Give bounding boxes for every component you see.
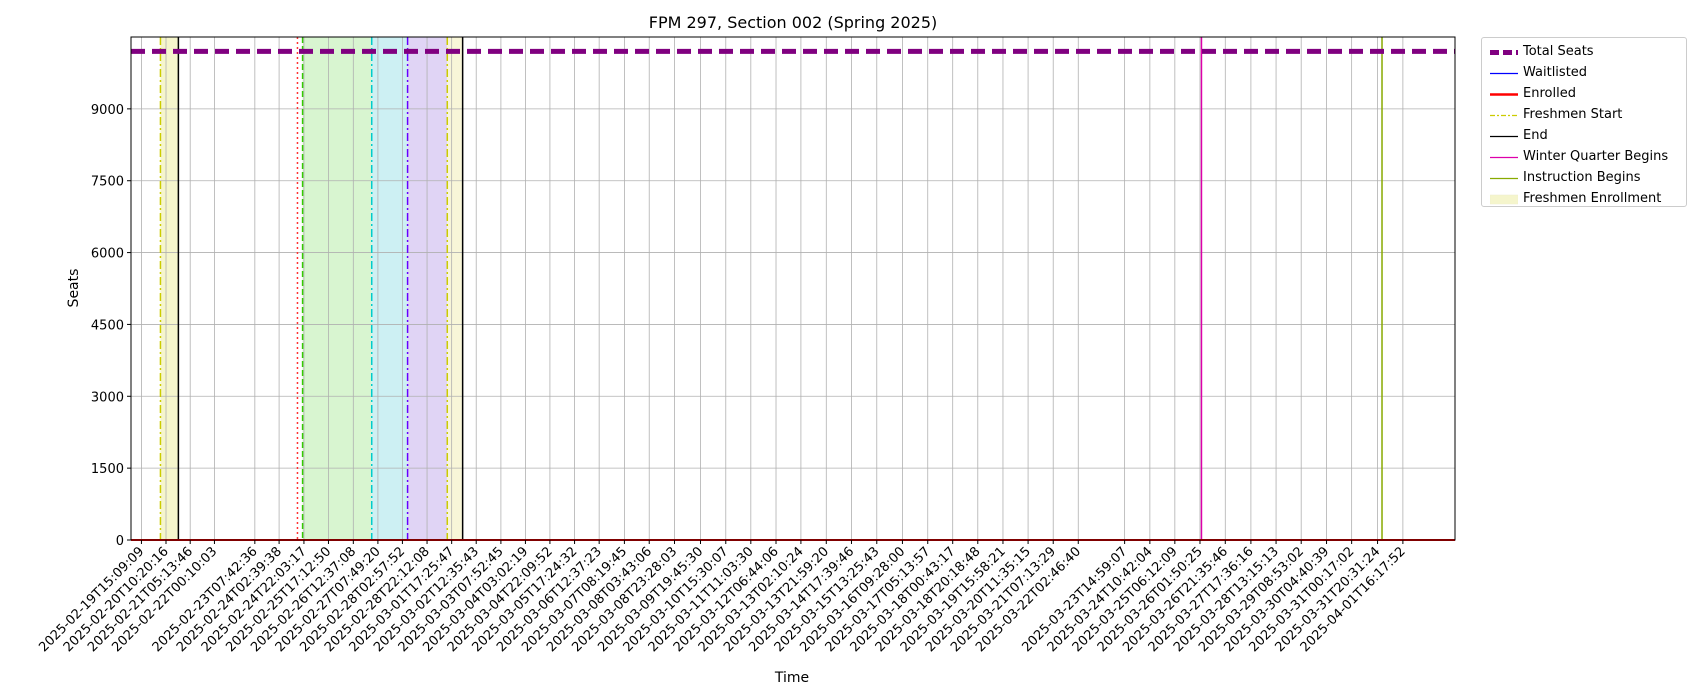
legend-label: Waitlisted (1523, 65, 1588, 80)
shaded-span-4 (447, 37, 463, 540)
legend-swatch (1490, 114, 1518, 117)
legend-label: Total Seats (1523, 44, 1594, 59)
y-tick-label: 3000 (91, 390, 124, 405)
legend-item: Enrolled (1482, 84, 1686, 105)
y-tick-label: 9000 (91, 103, 124, 118)
y-tick-label: 6000 (91, 247, 124, 262)
y-tick-label: 7500 (91, 175, 124, 190)
legend-item: Freshmen Start (1482, 105, 1686, 126)
legend-swatch (1490, 50, 1518, 55)
legend-swatch (1490, 135, 1518, 138)
legend-label: Freshmen Enrollment (1523, 191, 1662, 206)
y-tick-label: 0 (116, 534, 124, 549)
legend-label: Enrolled (1523, 86, 1576, 101)
legend: Total Seats Waitlisted Enrolled Freshmen St… (1481, 37, 1687, 207)
legend-item: Total Seats (1482, 42, 1686, 63)
y-axis-label: Seats (66, 269, 82, 308)
legend-swatch (1490, 72, 1518, 75)
y-tick-label: 1500 (91, 462, 124, 477)
legend-swatch (1490, 156, 1518, 159)
legend-item: Instruction Begins (1482, 168, 1686, 189)
shaded-spans (160, 37, 463, 540)
legend-swatch (1490, 177, 1518, 180)
legend-item: Waitlisted (1482, 63, 1686, 84)
x-axis: 2025-02-19T15:09:092025-02-20T10:20:1620… (36, 540, 1409, 655)
legend-label: Freshmen Start (1523, 107, 1623, 122)
x-axis-label: Time (774, 670, 809, 686)
y-tick-label: 4500 (91, 318, 124, 333)
plot-frame (130, 36, 1456, 541)
chart-title: FPM 297, Section 002 (Spring 2025) (649, 13, 938, 32)
legend-swatch (1490, 93, 1518, 96)
legend-patch (1490, 194, 1518, 205)
legend-label: End (1523, 128, 1548, 143)
legend-label: Winter Quarter Begins (1523, 149, 1669, 164)
legend-item: Winter Quarter Begins (1482, 147, 1686, 168)
grid (131, 37, 1455, 541)
y-axis: 0 1500 3000 4500 6000 7500 9000 (91, 103, 131, 549)
legend-item: Freshmen Enrollment (1482, 189, 1686, 210)
event-lines (159, 37, 1383, 540)
legend-item: End (1482, 126, 1686, 147)
legend-swatch (1490, 194, 1518, 205)
legend-label: Instruction Begins (1523, 170, 1641, 185)
shaded-span-0 (160, 37, 179, 540)
shaded-span-1 (302, 37, 372, 540)
